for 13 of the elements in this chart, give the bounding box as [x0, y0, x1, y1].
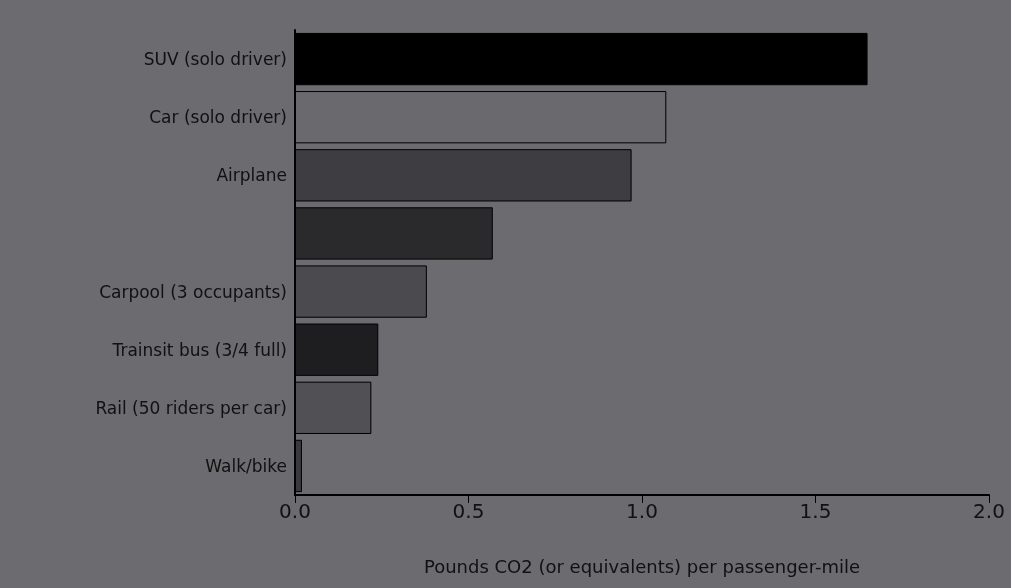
x-tick-label: 0.5 [452, 499, 485, 523]
x-axis-title: Pounds CO2 (or equivalents) per passenger-mile [423, 555, 861, 577]
x-tick-label: 0.0 [279, 499, 311, 523]
y-tick-label: SUV (solo driver) [143, 49, 287, 70]
y-tick-label: Rail (50 riders per car) [95, 397, 287, 418]
x-tick-label: 1.5 [799, 499, 832, 523]
x-tick-label: 1.0 [626, 499, 658, 523]
y-tick-label: Carpool (3 occupants) [99, 281, 287, 302]
x-tick-label: 2.0 [973, 499, 1005, 523]
y-tick-label: Car (solo driver) [149, 107, 287, 128]
y-tick-label: Trainsit bus (3/4 full) [111, 339, 287, 360]
y-tick-label: Airplane [216, 165, 287, 186]
y-tick-label: Walk/bike [205, 455, 287, 476]
